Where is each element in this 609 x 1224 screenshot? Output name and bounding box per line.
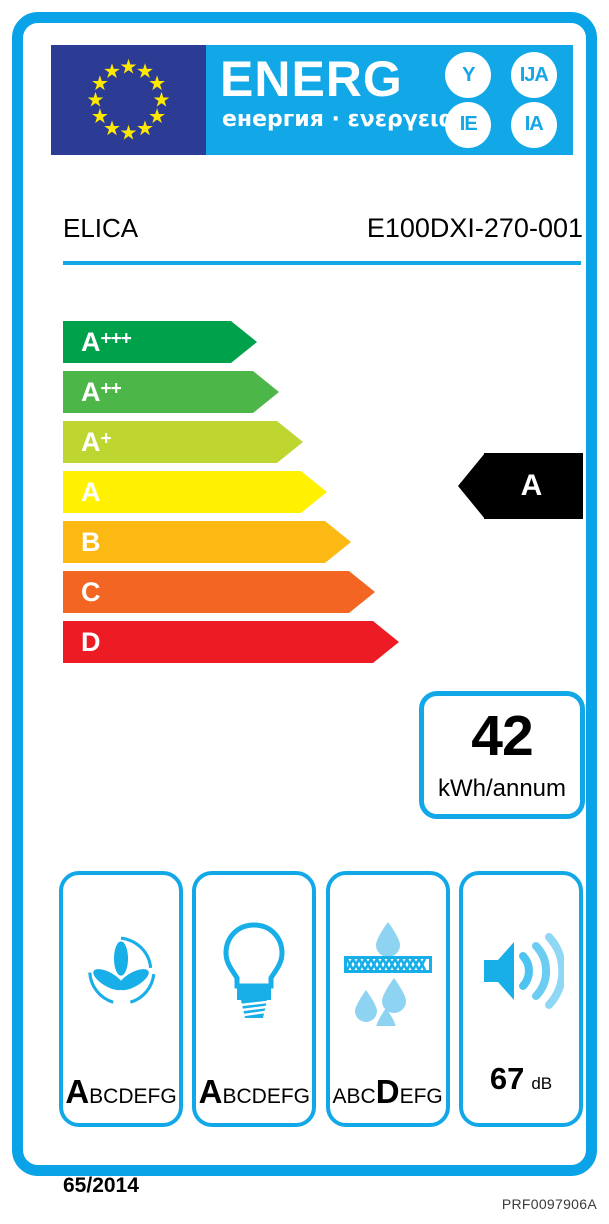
energ-circle-y: Y xyxy=(445,52,492,99)
scale-active-class: A xyxy=(65,1073,90,1110)
model-identifier: E100DXI-270-001 xyxy=(366,213,583,243)
scale-row-b: B xyxy=(63,521,393,563)
grease-filter-class-scale: ABCDEFG xyxy=(330,1061,446,1123)
scale-arrow: D xyxy=(63,621,399,663)
scale-arrow-tip xyxy=(349,571,375,613)
feature-box-grease-filtering-efficiency: ABCDEFG xyxy=(325,871,450,1127)
scale-arrow-tip xyxy=(231,321,257,363)
scale-arrow-label: A+++ xyxy=(81,326,132,357)
scale-arrow-tip xyxy=(277,421,303,463)
scale-arrow-body: C xyxy=(63,571,349,613)
scale-arrow: A+ xyxy=(63,421,303,463)
scale-row-d: D xyxy=(63,621,399,663)
feature-box-noise-emission: 67 dB xyxy=(458,871,583,1127)
scale-arrow-body: A xyxy=(63,471,301,513)
reference-code: PRF0097906A xyxy=(501,1196,597,1212)
regulation-number: 65/2014 xyxy=(63,1174,139,1197)
scale-arrow: A+++ xyxy=(63,321,257,363)
scale-row-a: A xyxy=(63,471,393,513)
scale-arrow: C xyxy=(63,571,375,613)
scale-after: BCDEFG xyxy=(89,1085,177,1108)
energy-label-frame: ENERG енергия · ενεργεια Y IJA IE IA ELI… xyxy=(12,12,597,1197)
badge-body xyxy=(484,453,583,519)
scale-after: EFG xyxy=(399,1085,443,1108)
scale-arrow-label: A++ xyxy=(81,376,122,407)
scale-arrow-label: D xyxy=(81,626,101,657)
energ-circle-ia: IA xyxy=(510,101,557,148)
scale-active-class: A xyxy=(198,1073,223,1110)
scale-arrow-tip xyxy=(253,371,279,413)
scale-after: BCDEFG xyxy=(222,1085,310,1108)
scale-arrow-tip xyxy=(373,621,399,663)
feature-box-fluid-dynamic-efficiency: ABCDEFG xyxy=(59,871,183,1127)
annual-energy-unit: kWh/annum xyxy=(437,774,567,802)
scale-arrow-body: B xyxy=(63,521,325,563)
scale-arrow-tip xyxy=(325,521,351,563)
scale-row-aplusplus: A++ xyxy=(63,371,393,413)
scale-arrow-body: A++ xyxy=(63,371,253,413)
scale-arrow-label: B xyxy=(81,526,101,557)
header-divider xyxy=(63,261,581,265)
scale-before: ABC xyxy=(332,1085,376,1108)
scale-arrow-label: C xyxy=(81,576,101,607)
annual-energy-consumption-box: 42 kWh/annum xyxy=(419,691,585,819)
scale-arrow-body: A+++ xyxy=(63,321,231,363)
noise-unit: dB xyxy=(531,1074,553,1093)
badge-arrow-tip xyxy=(458,453,485,519)
scale-active-class: D xyxy=(375,1073,400,1110)
noise-value-caption: 67 dB xyxy=(463,1061,579,1123)
annual-energy-value: 42 xyxy=(471,703,533,768)
scale-arrow: A xyxy=(63,471,327,513)
energ-circle-ie: IE xyxy=(445,101,492,148)
scale-arrow-tip xyxy=(301,471,327,513)
eu-flag-icon xyxy=(51,45,206,155)
scale-arrow-label: A xyxy=(81,476,101,507)
scale-row-c: C xyxy=(63,571,393,613)
label-header: ENERG енергия · ενεργεια Y IJA IE IA xyxy=(51,45,573,155)
energ-subtitle: енергия · ενεργεια xyxy=(222,107,454,132)
scale-arrow: B xyxy=(63,521,351,563)
scale-arrow-body: A+ xyxy=(63,421,277,463)
scale-row-aplusplusplus: A+++ xyxy=(63,321,393,363)
energ-language-circles: Y IJA IE IA xyxy=(437,52,565,148)
speaker-icon xyxy=(463,875,579,1061)
energ-wordmark: ENERG xyxy=(220,51,403,107)
energy-class-scale: A+++ A++ A+ A B C D xyxy=(63,321,399,671)
lighting-class-scale: ABCDEFG xyxy=(196,1061,312,1123)
scale-arrow-label: A+ xyxy=(81,426,112,457)
fluid-dynamic-class-scale: ABCDEFG xyxy=(63,1061,179,1123)
lightbulb-icon xyxy=(196,875,312,1061)
brand-name: ELICA xyxy=(63,213,139,243)
scale-row-aplus: A+ xyxy=(63,421,393,463)
feature-box-lighting-efficiency: ABCDEFG xyxy=(192,871,317,1127)
energy-class-value: A xyxy=(520,469,543,502)
energ-logo-block: ENERG енергия · ενεργεια Y IJA IE IA xyxy=(206,45,573,155)
energy-class-badge: A xyxy=(458,453,583,519)
scale-arrow: A++ xyxy=(63,371,279,413)
feature-boxes: ABCDEFG ABCDEFG xyxy=(59,871,583,1127)
supplier-row: ELICA E100DXI-270-001 xyxy=(63,213,583,244)
fan-icon xyxy=(63,875,179,1061)
scale-arrow-body: D xyxy=(63,621,373,663)
grease-filter-icon xyxy=(330,875,446,1061)
energ-circle-ija: IJA xyxy=(510,52,557,99)
eu-stars xyxy=(87,58,170,140)
noise-value: 67 xyxy=(489,1061,525,1096)
